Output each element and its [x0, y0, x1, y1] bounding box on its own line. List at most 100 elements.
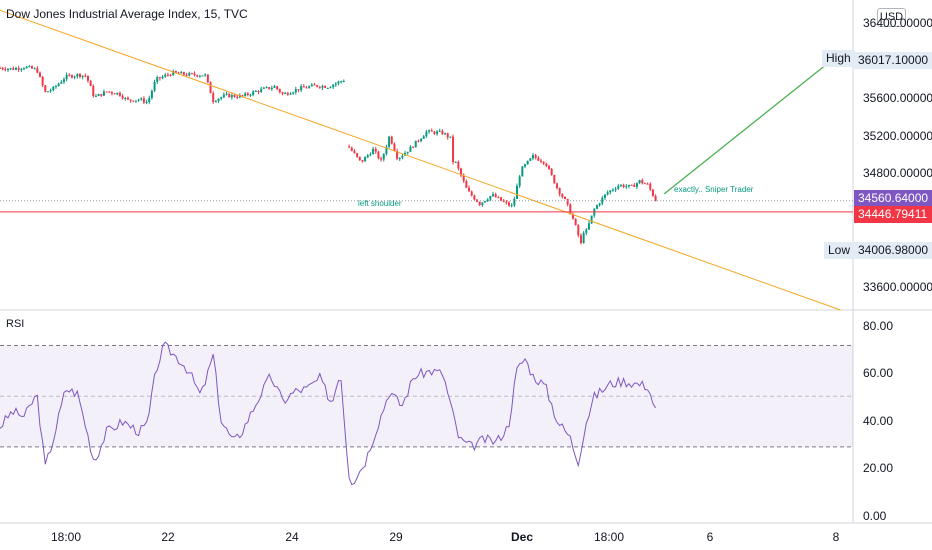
candle-body — [332, 84, 335, 88]
high-label: High — [822, 50, 855, 67]
candle-body — [571, 214, 574, 219]
candle-body — [33, 68, 36, 70]
candle-body — [532, 155, 534, 159]
candle-body — [497, 197, 500, 199]
candle-body — [12, 68, 15, 70]
time-tick: Dec — [510, 530, 534, 544]
candle-body — [68, 74, 71, 76]
candle-body — [193, 73, 196, 76]
candle-body — [342, 80, 345, 82]
candle-body — [134, 100, 137, 102]
candle-body — [566, 198, 569, 205]
candle-body — [249, 94, 252, 96]
candle-body — [358, 156, 361, 161]
candle-body — [257, 90, 260, 92]
low-value-tag: 34006.98000 — [854, 242, 932, 259]
candle-body — [627, 184, 630, 187]
candle-body — [100, 94, 103, 96]
candle-body — [140, 98, 143, 100]
candle-body — [542, 161, 545, 164]
price-tick: 34800.00000 — [863, 166, 932, 180]
candle-body — [539, 160, 542, 162]
candle-body — [137, 99, 140, 101]
candle-body — [398, 157, 401, 159]
candle-body — [521, 166, 524, 177]
candle-body — [164, 74, 167, 77]
candle-body — [28, 66, 31, 68]
candle-body — [579, 235, 582, 243]
left-shoulder-annotation: left shoulder — [358, 199, 402, 208]
candle-body — [244, 93, 247, 96]
candle-body — [625, 186, 628, 188]
time-tick: 8 — [832, 530, 840, 544]
candle-body — [465, 181, 468, 188]
candle-body — [643, 183, 646, 185]
candle-body — [433, 131, 436, 134]
candle-body — [518, 176, 521, 186]
candle-body — [284, 93, 287, 95]
ref-price-tag: 34446.79411 — [854, 206, 932, 223]
candle-body — [324, 86, 327, 88]
candle-body — [52, 86, 55, 91]
rsi-tick: 80.00 — [863, 319, 894, 333]
candle-body — [148, 97, 151, 102]
candle-body — [377, 151, 380, 159]
candle-body — [598, 203, 601, 206]
candle-body — [49, 90, 52, 92]
candle-body — [254, 90, 257, 92]
candle-body — [89, 80, 92, 87]
candle-body — [473, 195, 476, 200]
candle-body — [252, 91, 255, 95]
candle-body — [228, 93, 231, 98]
candle-body — [180, 72, 183, 74]
candle-body — [470, 191, 473, 196]
candle-body — [569, 204, 572, 215]
candle-body — [444, 133, 447, 135]
rsi-tick: 60.00 — [863, 366, 894, 380]
candle-body — [57, 83, 60, 87]
candle-body — [353, 150, 356, 154]
price-tick: 35200.00000 — [863, 129, 932, 143]
candle-body — [273, 86, 276, 88]
candle-body — [350, 147, 353, 151]
rsi-layer — [0, 341, 853, 486]
rsi-tick: 20.00 — [863, 461, 894, 475]
currency-badge[interactable]: USD — [877, 8, 906, 27]
candle-body — [188, 73, 191, 76]
candle-body — [478, 201, 481, 206]
candle-body — [372, 148, 375, 155]
candle-body — [369, 154, 372, 156]
candle-body — [340, 81, 343, 83]
candle-body — [62, 79, 65, 82]
candle-body — [422, 136, 425, 139]
price-tick: 35600.00000 — [863, 91, 932, 105]
candle-body — [222, 94, 225, 98]
candle-body — [230, 94, 233, 98]
candle-body — [94, 96, 97, 98]
candle-body — [436, 131, 439, 134]
candle-body — [185, 74, 188, 76]
candle-body — [73, 76, 76, 78]
candle-body — [198, 75, 201, 77]
candle-body — [121, 95, 124, 99]
candle-body — [116, 92, 119, 95]
candles-layer — [0, 65, 657, 245]
candle-body — [646, 183, 649, 185]
candle-body — [417, 140, 420, 142]
candle-body — [206, 74, 209, 83]
candle-body — [169, 74, 172, 76]
candle-body — [630, 184, 633, 186]
time-tick: 6 — [706, 530, 714, 544]
candle-body — [158, 77, 161, 79]
candle-body — [209, 82, 212, 94]
candle-body — [563, 196, 566, 199]
candle-body — [60, 81, 63, 84]
candle-body — [41, 76, 44, 86]
candle-body — [308, 86, 311, 89]
candle-body — [516, 185, 519, 199]
candle-body — [126, 97, 129, 100]
rsi-indicator-label[interactable]: RSI — [6, 318, 25, 330]
candle-body — [124, 97, 127, 99]
